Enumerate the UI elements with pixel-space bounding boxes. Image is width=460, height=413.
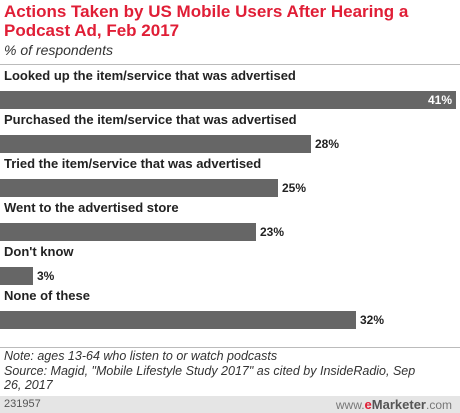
category-label: Went to the advertised store <box>4 200 179 215</box>
note-line: Note: ages 13-64 who listen to or watch … <box>4 349 278 363</box>
chart-title: Actions Taken by US Mobile Users After H… <box>4 2 409 40</box>
bar <box>0 311 356 329</box>
bar-chart: Looked up the item/service that was adve… <box>0 68 456 329</box>
footer-bar: 231957 www.eMarketer.com <box>0 396 460 413</box>
bar <box>0 223 256 241</box>
logo-rest: Marketer <box>371 397 426 412</box>
category-label: Don't know <box>4 244 74 259</box>
source-note: Note: ages 13-64 who listen to or watch … <box>4 349 456 393</box>
bar <box>0 267 33 285</box>
logo-e: e <box>364 397 372 412</box>
source-line-continued: 26, 2017 <box>4 378 53 392</box>
bar <box>0 135 311 153</box>
chart-subtitle: % of respondents <box>4 42 113 58</box>
category-label: None of these <box>4 288 90 303</box>
value-label: 32% <box>360 313 384 327</box>
bottom-divider <box>0 347 460 348</box>
emarketer-logo[interactable]: www.eMarketer.com <box>336 397 452 412</box>
top-divider <box>0 64 460 65</box>
value-label: 3% <box>37 269 55 283</box>
value-label: 23% <box>260 225 284 239</box>
value-label: 28% <box>315 137 339 151</box>
category-label: Tried the item/service that was advertis… <box>4 156 261 171</box>
bar <box>0 179 278 197</box>
bar <box>0 91 456 109</box>
logo-domain: .com <box>425 398 452 412</box>
logo-www: www. <box>335 398 365 412</box>
category-label: Purchased the item/service that was adve… <box>4 112 297 127</box>
source-line: Source: Magid, "Mobile Lifestyle Study 2… <box>4 363 416 378</box>
value-label: 41% <box>428 93 452 107</box>
category-label: Looked up the item/service that was adve… <box>4 68 296 83</box>
chart-id: 231957 <box>4 398 41 410</box>
value-label: 25% <box>282 181 306 195</box>
